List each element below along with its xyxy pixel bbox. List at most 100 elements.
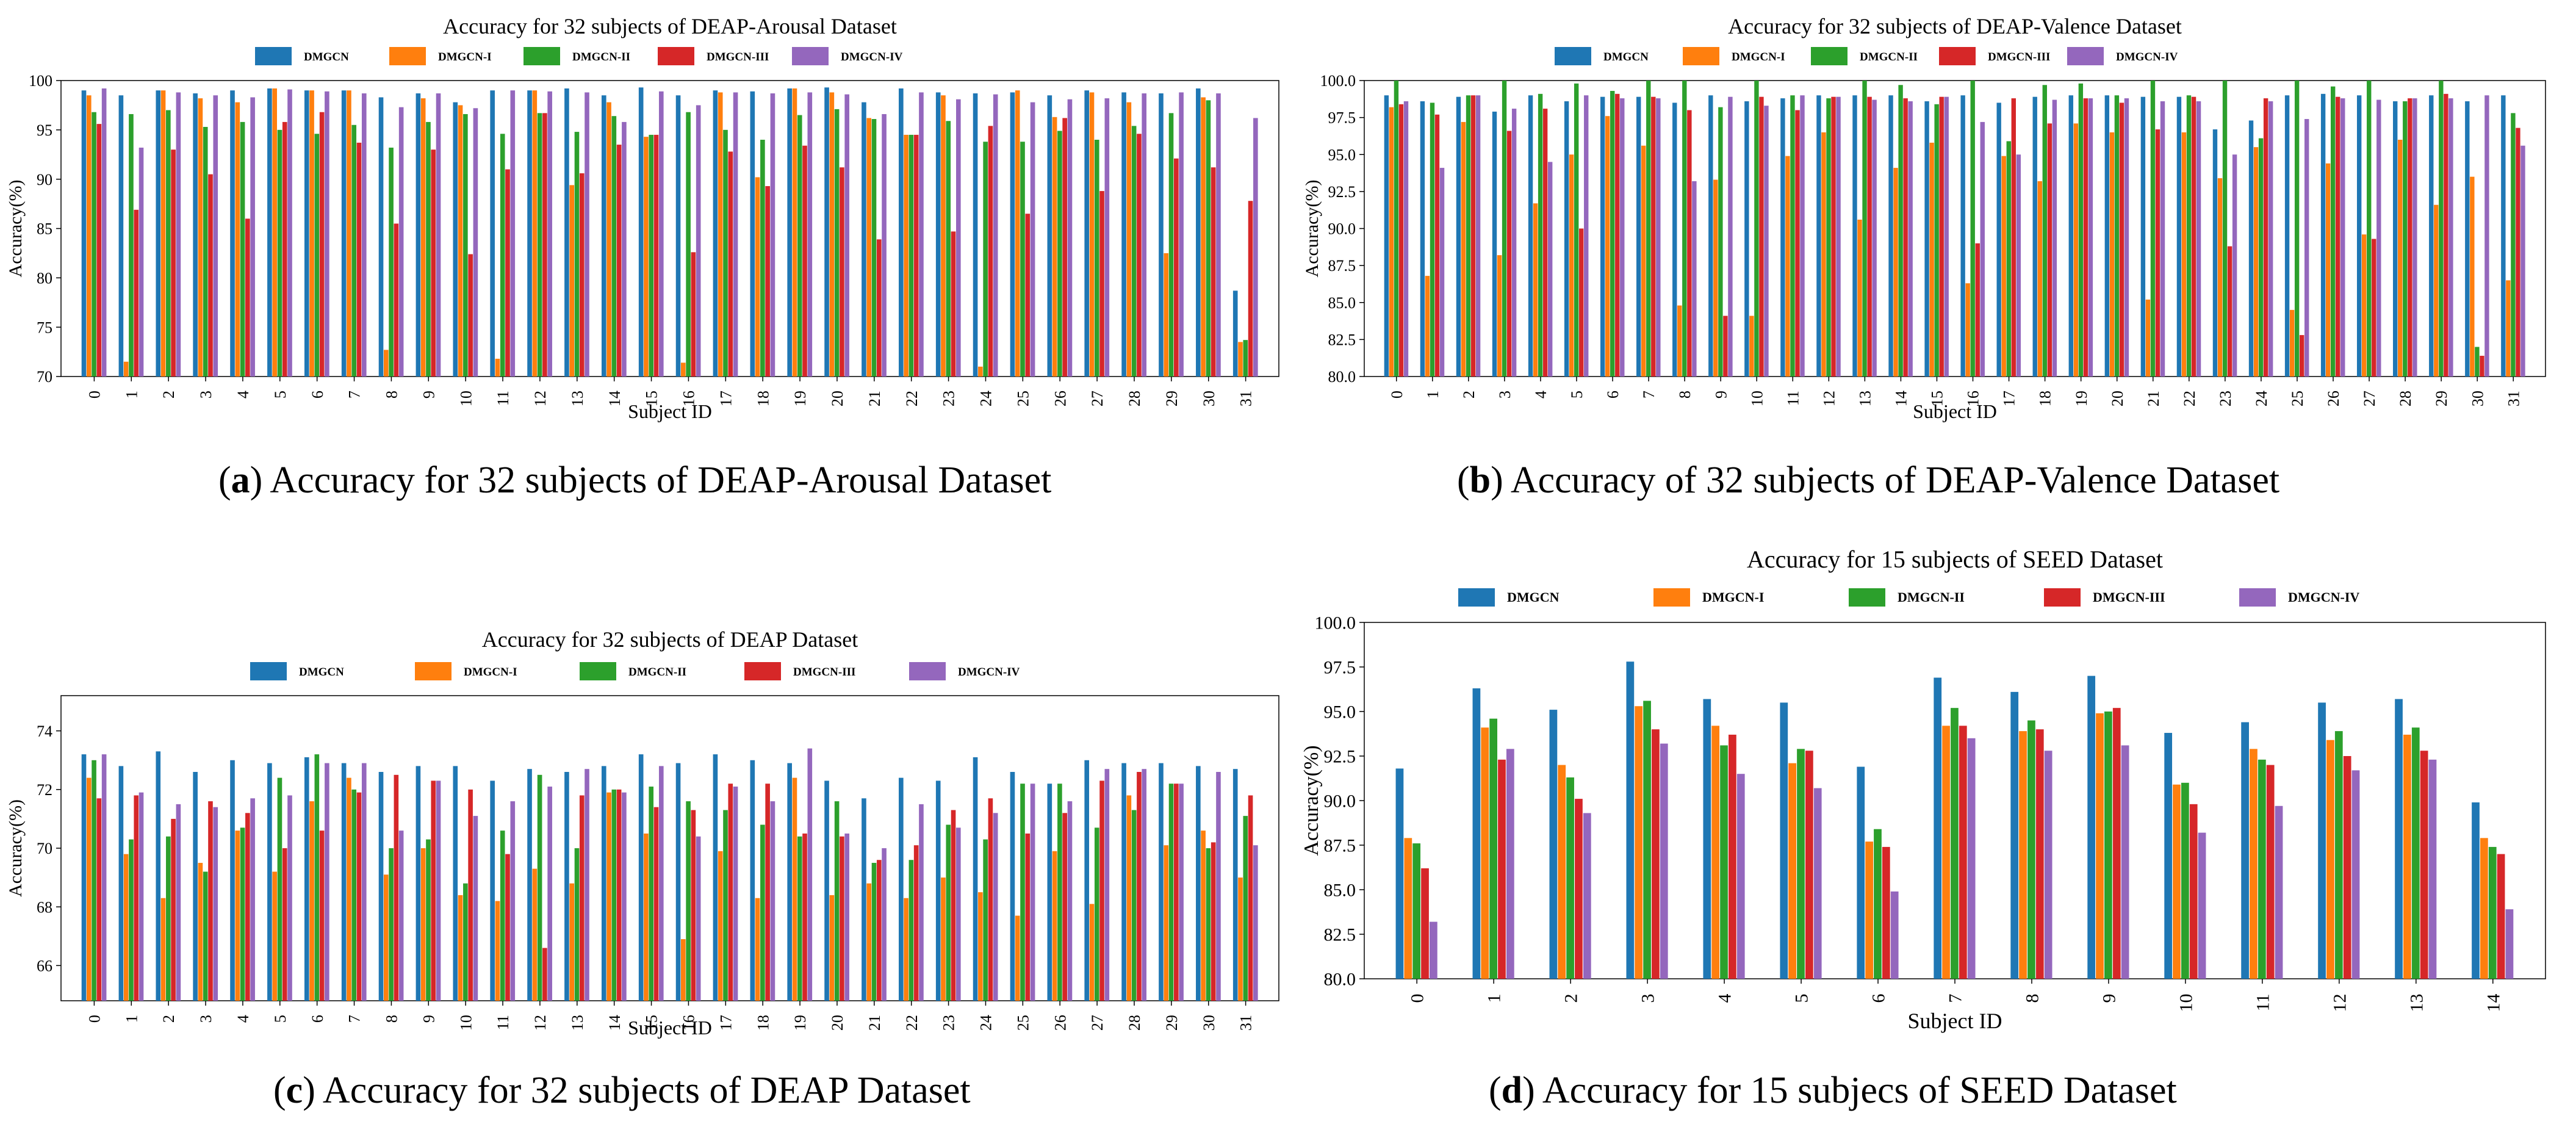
bar — [1929, 142, 1934, 377]
bar — [118, 766, 124, 1001]
x-tick-label: 23 — [2217, 391, 2234, 406]
bar — [1903, 98, 1908, 377]
bar — [1492, 111, 1497, 377]
y-tick-label: 87.5 — [1328, 257, 1356, 275]
bar — [1656, 98, 1661, 377]
legend-swatch — [580, 662, 616, 680]
bar — [718, 92, 723, 377]
bar — [686, 801, 691, 1001]
bar — [347, 777, 351, 1001]
bar — [1015, 90, 1020, 377]
bar — [1052, 117, 1057, 377]
bar — [1908, 101, 1913, 377]
bar — [2343, 756, 2351, 979]
bar — [1179, 784, 1184, 1001]
bar — [908, 860, 914, 1001]
y-tick-label: 100.0 — [1315, 613, 1356, 633]
bar — [908, 134, 914, 377]
bar — [203, 126, 208, 377]
chart-panel-deap-arousal: Accuracy for 32 subjects of DEAP-Arousal… — [5, 14, 1279, 422]
bar — [2398, 140, 2403, 377]
bar — [844, 833, 849, 1001]
bar — [527, 769, 532, 1001]
bar — [2356, 95, 2362, 377]
bar — [876, 860, 882, 1001]
x-tick-label: 10 — [1748, 391, 1766, 406]
bar — [532, 868, 538, 1001]
bar — [1780, 702, 1788, 979]
bar — [1196, 766, 1201, 1001]
x-tick-label: 3 — [1496, 391, 1514, 398]
x-tick-label: 18 — [2037, 391, 2054, 406]
bar — [1047, 95, 1052, 377]
bar — [398, 831, 404, 1001]
bar — [1104, 98, 1110, 377]
y-tick-label: 75 — [37, 319, 52, 336]
bar — [2016, 154, 2021, 377]
bar — [101, 754, 107, 1001]
bar — [2052, 99, 2057, 377]
bar — [750, 760, 755, 1001]
bar — [2189, 804, 2198, 979]
bar — [2037, 181, 2042, 377]
bar — [2393, 101, 2398, 377]
bar — [1020, 142, 1025, 377]
bar — [844, 94, 849, 377]
x-tick-label: 30 — [1200, 391, 1218, 406]
bar — [983, 839, 988, 1001]
bar — [2196, 101, 2201, 377]
bar — [2472, 802, 2480, 979]
bar — [866, 883, 872, 1001]
caption-a: (a) Accuracy for 32 subjects of DEAP-Aro… — [218, 459, 1052, 501]
bar — [653, 134, 659, 377]
bar — [347, 90, 351, 377]
bar — [356, 142, 362, 377]
x-tick-label: 26 — [1051, 1015, 1069, 1031]
x-tick-label: 0 — [85, 391, 103, 398]
bar — [1206, 100, 1211, 377]
legend-label: DMGCN-II — [1898, 589, 1965, 605]
bar — [1797, 749, 1805, 979]
x-tick-label: 16 — [1965, 391, 1982, 406]
bar — [2068, 95, 2073, 377]
bar — [649, 134, 654, 377]
bar — [453, 766, 458, 1001]
bar — [2351, 770, 2360, 979]
bar — [1126, 102, 1132, 377]
bar — [81, 754, 87, 1001]
bar — [644, 833, 649, 1001]
bar — [1605, 116, 1610, 377]
bar — [500, 134, 505, 377]
bar — [1836, 96, 1841, 377]
bar — [2227, 246, 2232, 377]
x-tick-label: 9 — [1712, 391, 1730, 398]
bar — [208, 801, 213, 1001]
bar — [1168, 113, 1174, 377]
legend-label: DMGCN — [304, 51, 349, 63]
bar — [941, 95, 946, 377]
bar — [272, 871, 277, 1001]
bar — [1084, 90, 1090, 377]
bar — [1951, 708, 1959, 979]
x-tick-label: 1 — [1484, 994, 1505, 1003]
bar — [1067, 99, 1073, 377]
bar — [1015, 915, 1020, 1001]
bar — [792, 88, 797, 377]
bar — [606, 792, 611, 1001]
bar — [973, 93, 978, 377]
bar — [1238, 877, 1243, 1001]
bar — [198, 98, 203, 377]
bar — [2334, 731, 2343, 979]
bar — [2140, 96, 2146, 377]
bar — [1461, 121, 1466, 377]
bar — [824, 87, 829, 377]
bar — [2186, 95, 2192, 377]
bar — [1395, 768, 1404, 979]
bar — [1394, 81, 1399, 377]
bar — [490, 780, 495, 1001]
bar — [250, 798, 255, 1001]
bar — [1084, 760, 1090, 1001]
bar — [537, 113, 542, 377]
bar — [1888, 95, 1893, 377]
bar — [1420, 101, 1425, 377]
